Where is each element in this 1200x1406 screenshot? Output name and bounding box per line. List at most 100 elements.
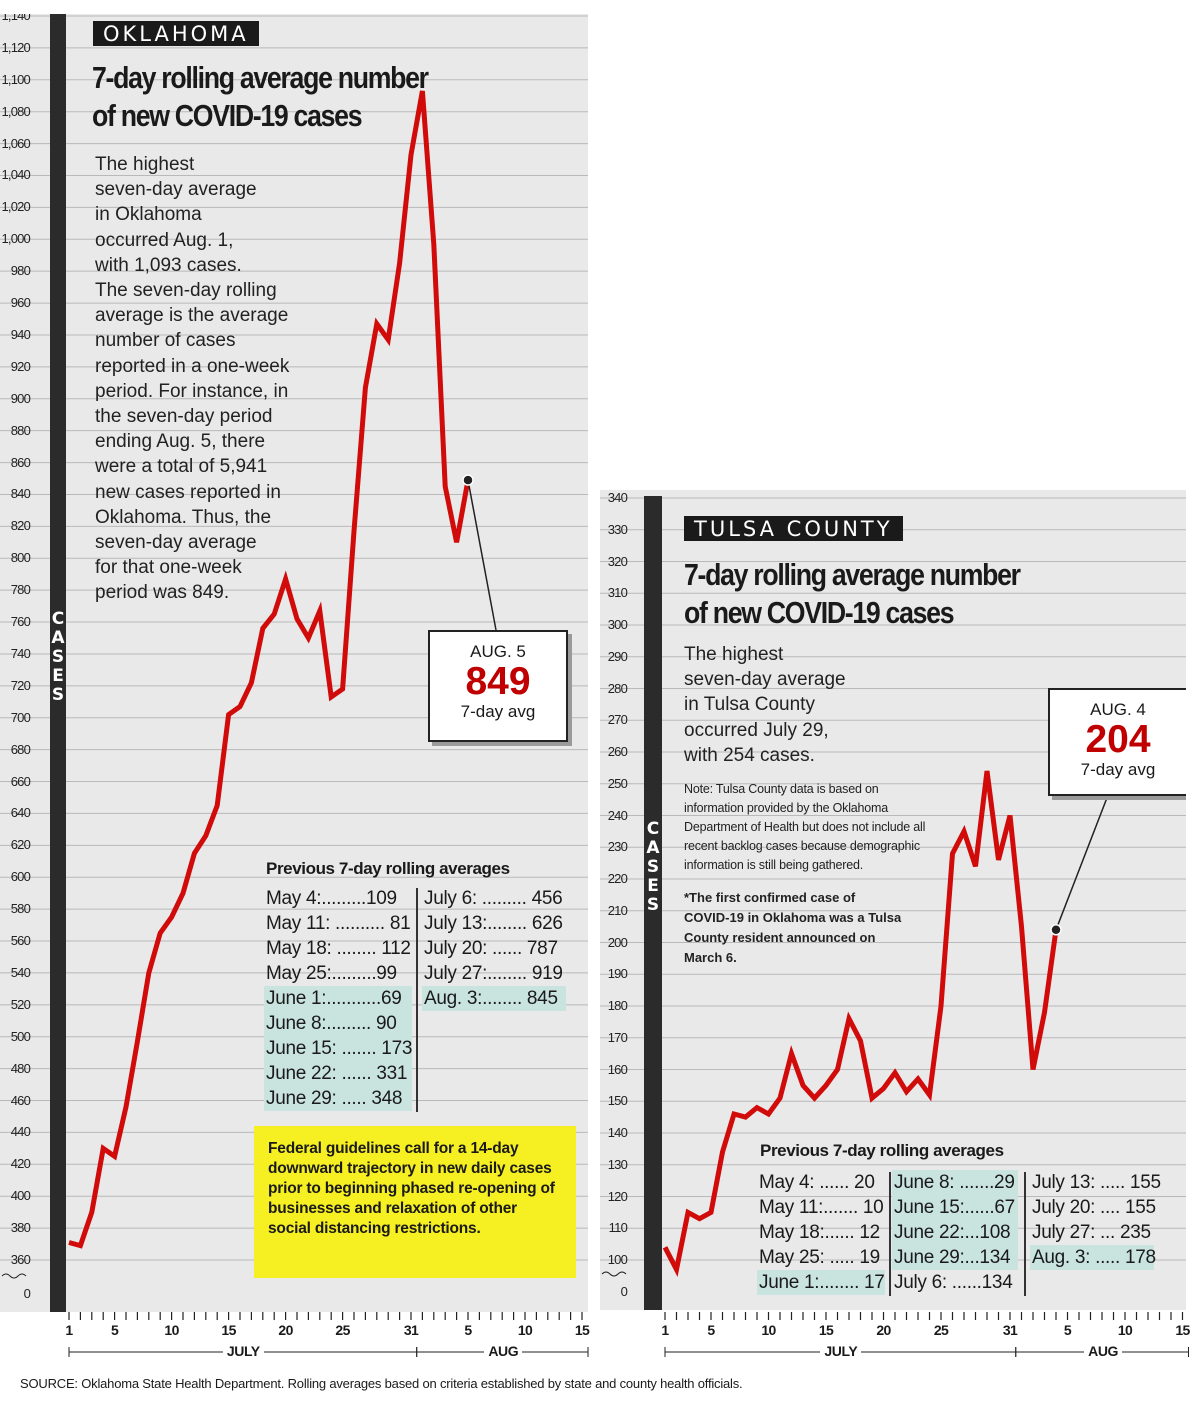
tulsa-title-line1: 7-day rolling average number <box>684 557 1021 592</box>
oklahoma-title-line2: of new COVID-19 cases <box>92 98 363 133</box>
y-tick-label: 120 <box>607 1188 628 1204</box>
oklahoma-description-line: were a total of 5,941 <box>95 456 268 478</box>
x-tick-label: 10 <box>164 1322 179 1338</box>
y-tick-label: 200 <box>607 934 628 950</box>
y-tick-label: 900 <box>10 390 31 406</box>
table-row: July 20: ...... 787 <box>424 938 558 959</box>
x-tick-label: 1 <box>661 1322 669 1338</box>
tulsa-line-chart <box>662 770 1111 1277</box>
table-row: July 13: ..... 155 <box>1032 1172 1161 1193</box>
y-tick-label: 320 <box>607 553 628 569</box>
y-tick-label: 640 <box>10 805 31 821</box>
x-tick-label: 15 <box>1175 1322 1190 1338</box>
tulsa-note-line: recent backlog cases because demographic <box>684 839 920 853</box>
x-tick-label: 5 <box>111 1322 119 1338</box>
y-tick-label: 290 <box>607 648 628 664</box>
y-tick-label: 880 <box>10 422 31 438</box>
x-tick-label: 10 <box>761 1322 776 1338</box>
source-note: SOURCE: Oklahoma State Health Department… <box>20 1376 743 1391</box>
oklahoma-callout-value: 849 <box>465 660 531 703</box>
oklahoma-description-line: The seven-day rolling <box>95 280 277 302</box>
tulsa-description: The highest seven-day average in Tulsa Cou… <box>684 642 846 768</box>
y-tick-label: 210 <box>607 902 628 918</box>
y-tick-label: 520 <box>10 996 31 1012</box>
y-tick-label: 740 <box>10 645 31 661</box>
tulsa-first-case-line: COVID-19 in Oklahoma was a Tulsa <box>684 910 902 925</box>
table-row: July 20: .... 155 <box>1032 1197 1156 1218</box>
tulsa-first-case-note: *The first confirmed case of COVID-19 in … <box>684 888 901 968</box>
table-row: June 15: ....... 173 <box>264 1036 413 1061</box>
oklahoma-title-line1: 7-day rolling average number <box>92 60 429 95</box>
oklahoma-gridlines <box>0 15 588 1279</box>
tulsa-note-line: information provided by the Oklahoma <box>684 801 889 815</box>
y-tick-label: 1,000 <box>1 231 30 247</box>
tulsa-axis-letter: E <box>647 876 659 896</box>
x-tick-label: 31 <box>1002 1322 1018 1338</box>
oklahoma-table-col-1: May 4:.........109 May 11: .......... 81 M… <box>264 886 412 1111</box>
tulsa-callout-value: 204 <box>1085 718 1151 761</box>
oklahoma-description-line: ending Aug. 5, there <box>95 431 266 453</box>
table-row: May 11: .......... 81 <box>266 913 411 934</box>
y-tick-label: 130 <box>607 1156 628 1172</box>
tulsa-axis-letter: A <box>646 838 660 858</box>
y-tick-label: 660 <box>10 773 31 789</box>
tulsa-data-note: Note: Tulsa County data is based on infor… <box>684 780 925 875</box>
tulsa-description-line: in Tulsa County <box>684 694 815 716</box>
month-label: JULY <box>222 1343 264 1359</box>
table-row: July 27:........ 919 <box>424 963 563 984</box>
table-row: July 6: ......134 <box>894 1272 1013 1293</box>
oklahoma-x-axis: 1 5 10 15 20 25 31 5 10 15 JULY AUG <box>0 1312 600 1368</box>
table-row: May 18: ........ 112 <box>266 938 411 959</box>
x-axis-ticks <box>68 1312 589 1357</box>
oklahoma-region-tag: OKLAHOMA <box>93 21 259 46</box>
y-tick-label: 150 <box>607 1093 628 1109</box>
oklahoma-guideline-note: Federal guidelines call for a 14-day dow… <box>254 1126 576 1278</box>
y-tick-label: 680 <box>10 741 31 757</box>
oklahoma-table-title: Previous 7-day rolling averages <box>266 859 510 878</box>
y-tick-label: 360 <box>10 1252 31 1267</box>
tulsa-first-case-line: *The first confirmed case of <box>684 890 856 905</box>
x-tick-label: 15 <box>221 1322 236 1338</box>
y-tick-label: 820 <box>10 518 31 534</box>
y-tick-label: 270 <box>607 712 628 728</box>
tulsa-axis-letter: S <box>646 895 660 915</box>
y-tick-label: 1,140 <box>1 14 30 23</box>
oklahoma-description-line: period was 849. <box>95 582 230 604</box>
tulsa-callout-unit: 7-day avg <box>1080 760 1156 779</box>
table-row: June 29:...134 <box>892 1245 1018 1270</box>
oklahoma-description-line: occurred Aug. 1, <box>95 229 234 251</box>
x-tick-label: 5 <box>707 1322 715 1338</box>
oklahoma-table-divider <box>416 888 418 1112</box>
oklahoma-axis-letter: S <box>51 647 65 667</box>
y-tick-label: 500 <box>10 1028 31 1044</box>
x-tick-label: 5 <box>464 1322 472 1338</box>
y-tick-label: 980 <box>10 263 31 279</box>
y-tick-label: 300 <box>607 617 628 632</box>
tulsa-callout: AUG. 4 204 7-day avg <box>1048 688 1186 796</box>
table-row: June 29: ..... 348 <box>264 1086 412 1111</box>
y-tick-label: 400 <box>10 1188 31 1204</box>
y-tick-label: 280 <box>607 680 628 696</box>
x-tick-label: 1 <box>65 1322 73 1338</box>
y-tick-label: 1,020 <box>1 199 30 215</box>
y-tick-label: 620 <box>10 837 31 853</box>
y-tick-label: 140 <box>607 1125 628 1140</box>
table-row: May 11:....... 10 <box>759 1197 884 1218</box>
tulsa-table-col-3: July 13: ..... 155 July 20: .... 155 July … <box>1030 1170 1161 1270</box>
oklahoma-description-line: number of cases <box>95 330 236 352</box>
y-tick-label: 330 <box>607 521 628 537</box>
last-point-marker <box>462 474 474 486</box>
y-tick-label: 780 <box>10 582 31 598</box>
y-tick-label: 180 <box>607 998 628 1013</box>
table-row: Aug. 3:........ 845 <box>422 986 566 1011</box>
tulsa-description-line: occurred July 29, <box>684 719 829 741</box>
axis-break <box>601 1271 627 1277</box>
oklahoma-description-line: the seven-day period <box>95 406 273 428</box>
y-tick-label: 160 <box>607 1061 628 1077</box>
x-tick-label: 20 <box>278 1322 293 1338</box>
tulsa-callout-date: AUG. 4 <box>1090 700 1146 719</box>
oklahoma-description-line: reported in a one-week <box>95 355 290 377</box>
oklahoma-description: The highest seven-day average in Oklahoma o… <box>95 152 289 606</box>
callout-leader <box>1055 789 1111 931</box>
oklahoma-description-line: The highest <box>95 154 195 175</box>
